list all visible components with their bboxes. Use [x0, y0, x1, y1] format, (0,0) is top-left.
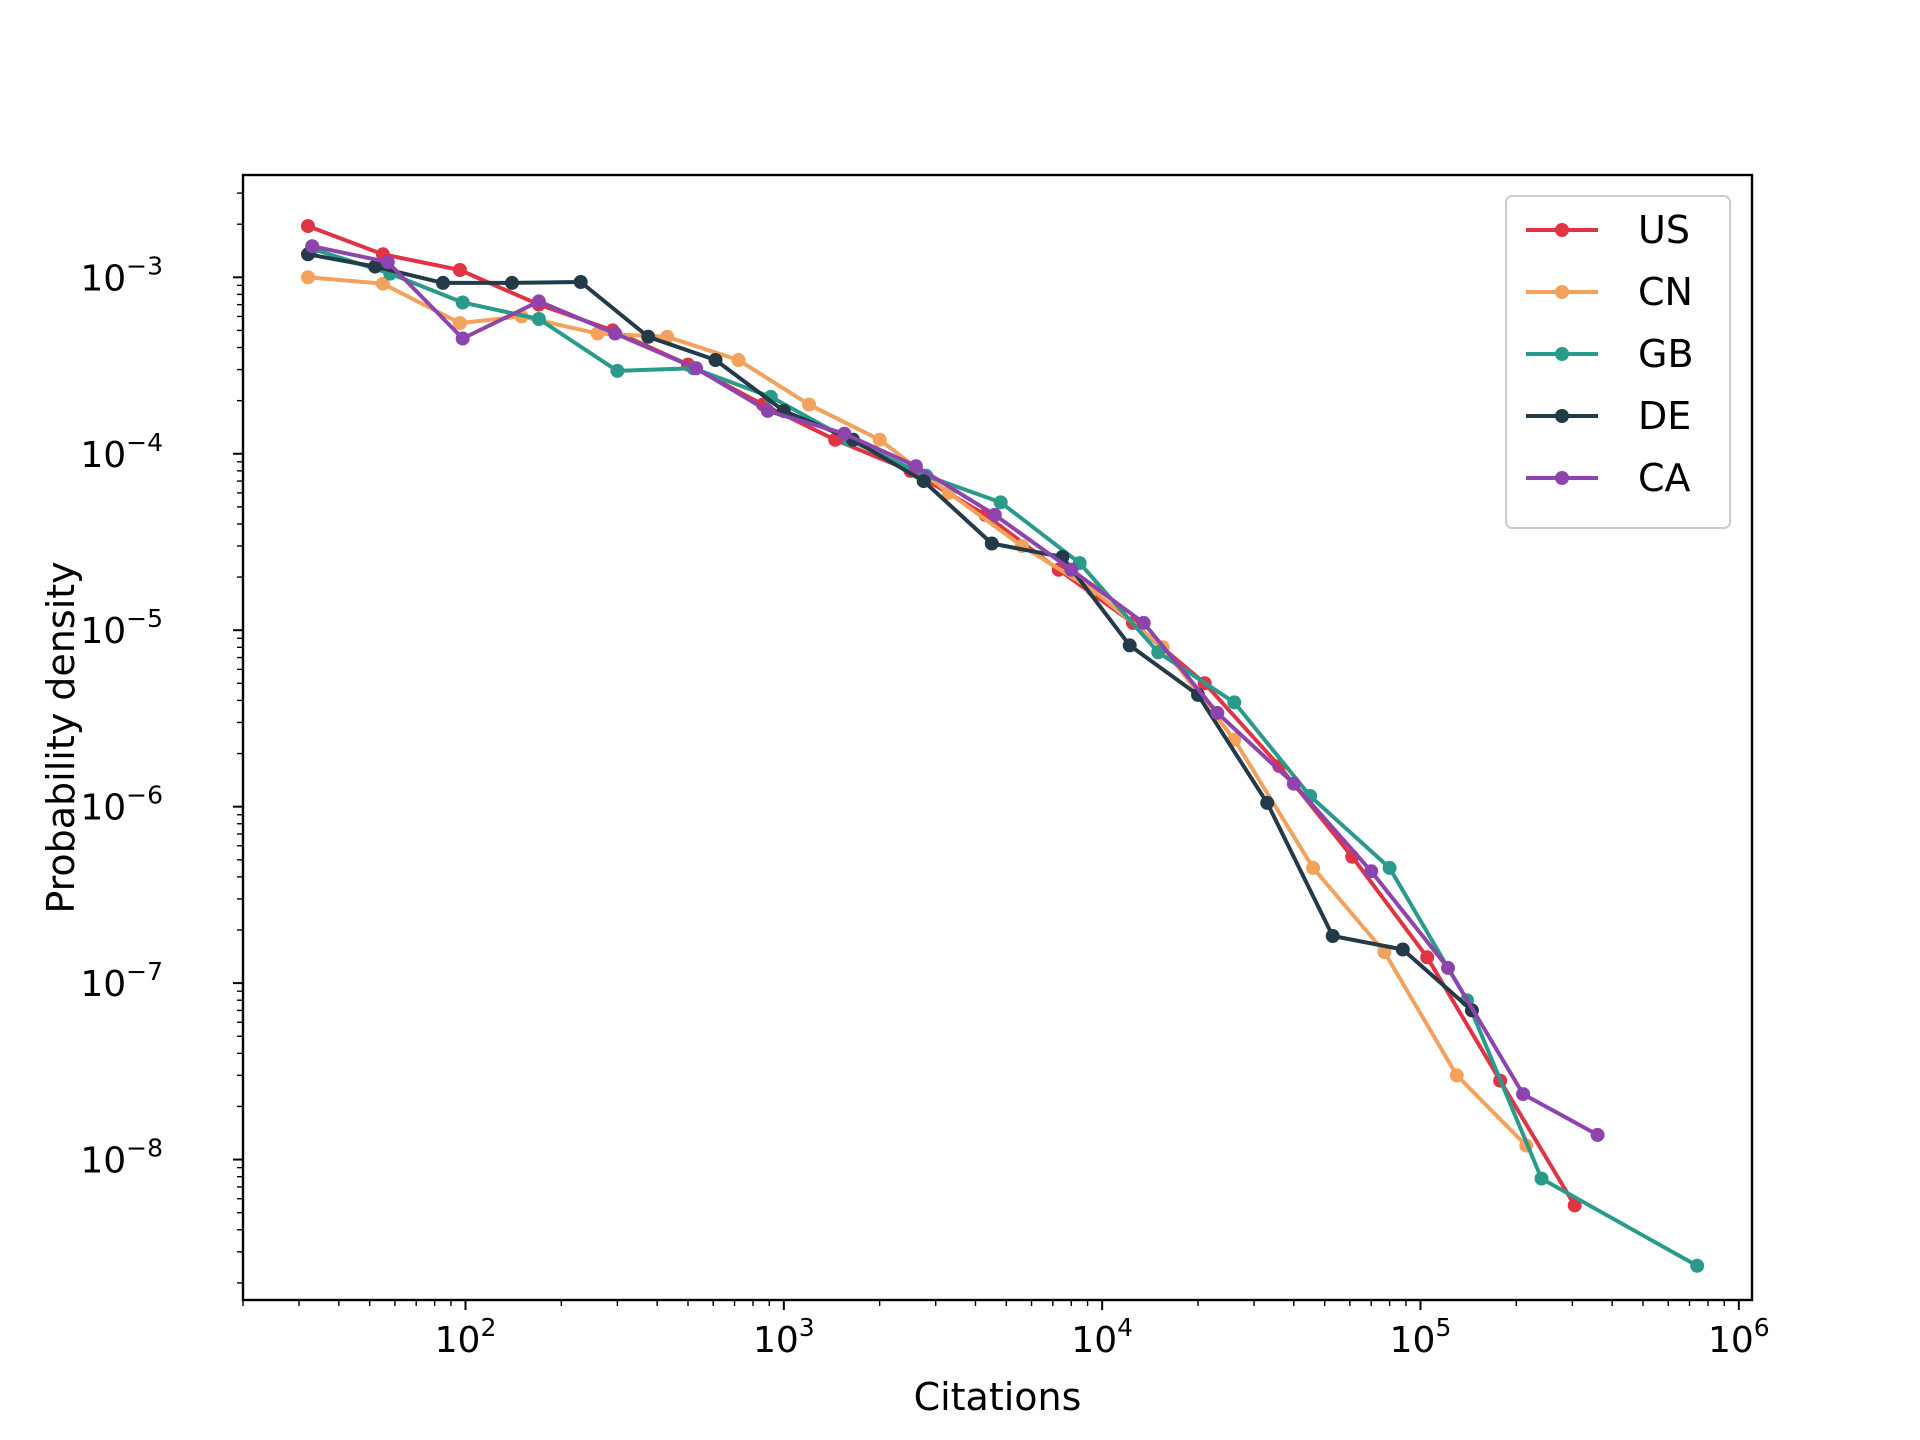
- legend-item: GB: [1526, 332, 1694, 376]
- series-layer: [301, 219, 1705, 1273]
- y-axis-title: Probability density: [39, 561, 83, 913]
- data-point: [993, 495, 1008, 510]
- data-point: [1227, 695, 1242, 710]
- data-point: [1064, 562, 1079, 577]
- x-tick-label: 104: [1071, 1313, 1133, 1361]
- data-point: [1534, 1171, 1549, 1186]
- legend-label: US: [1638, 208, 1690, 252]
- data-point: [531, 312, 546, 326]
- data-point: [837, 426, 852, 441]
- data-point: [760, 403, 775, 418]
- y-tick-label: 10−6: [80, 781, 163, 829]
- data-point: [301, 270, 315, 285]
- legend-item: DE: [1526, 394, 1691, 438]
- data-point: [1260, 795, 1275, 810]
- legend: US CN GB DE CA: [1505, 195, 1731, 529]
- series-ca: [305, 239, 1605, 1142]
- data-point: [380, 255, 395, 270]
- data-point: [305, 239, 320, 254]
- data-point: [375, 276, 390, 291]
- data-point: [916, 474, 931, 489]
- data-point: [708, 353, 723, 367]
- data-point: [608, 326, 623, 341]
- data-point: [1364, 864, 1379, 879]
- legend-marker: [1555, 223, 1569, 237]
- data-point: [1395, 942, 1410, 957]
- y-tick-label: 10−3: [80, 251, 163, 299]
- data-point: [1590, 1127, 1605, 1142]
- series-line: [311, 244, 1599, 1137]
- data-point: [590, 326, 605, 341]
- data-point: [1151, 645, 1166, 660]
- data-point: [1325, 929, 1340, 943]
- data-point: [1690, 1258, 1705, 1273]
- data-point: [368, 259, 383, 274]
- legend-item: CA: [1526, 456, 1691, 500]
- data-point: [573, 275, 588, 289]
- data-point: [1441, 960, 1455, 975]
- y-axis: 10−3 10−4 10−5 10−6 10−7 10−8: [80, 192, 243, 1284]
- x-axis: 102 103 104 105 106: [242, 1300, 1770, 1361]
- y-tick-label: 10−8: [80, 1134, 163, 1182]
- legend-label: DE: [1638, 394, 1691, 438]
- data-point: [1136, 615, 1151, 630]
- data-point: [505, 275, 519, 290]
- legend-item: US: [1526, 208, 1690, 252]
- series-line: [307, 252, 1474, 1012]
- y-tick-label: 10−7: [80, 957, 163, 1005]
- legend-marker: [1555, 471, 1569, 485]
- x-tick-label: 103: [753, 1313, 815, 1361]
- legend-box: [1505, 195, 1731, 529]
- data-point: [452, 263, 467, 277]
- x-tick-label: 106: [1708, 1313, 1770, 1361]
- y-tick-label: 10−4: [80, 428, 163, 476]
- legend-label: GB: [1638, 332, 1694, 376]
- data-point: [1122, 638, 1137, 653]
- data-point: [641, 329, 656, 344]
- x-tick-label: 102: [435, 1313, 497, 1361]
- data-point: [1210, 705, 1225, 720]
- data-point: [731, 353, 746, 367]
- series-line: [311, 246, 1699, 1268]
- data-point: [908, 459, 923, 474]
- data-point: [455, 331, 470, 346]
- data-point: [452, 316, 467, 331]
- data-point: [802, 397, 816, 412]
- data-point: [1382, 860, 1397, 875]
- data-point: [872, 432, 887, 447]
- data-point: [984, 536, 999, 551]
- data-point: [689, 361, 704, 376]
- data-point: [1286, 776, 1301, 791]
- plot-frame: [241, 173, 1754, 1302]
- data-point: [987, 507, 1002, 522]
- data-point: [1306, 860, 1321, 875]
- x-axis-title: Citations: [914, 1375, 1082, 1419]
- data-point: [301, 219, 315, 234]
- data-point: [1516, 1087, 1531, 1102]
- legend-label: CN: [1638, 270, 1693, 314]
- data-point: [455, 295, 470, 310]
- x-tick-label: 105: [1390, 1313, 1452, 1361]
- legend-item: CN: [1526, 270, 1693, 314]
- y-tick-label: 10−5: [80, 604, 163, 652]
- data-point: [610, 363, 625, 378]
- legend-label: CA: [1638, 456, 1691, 500]
- legend-marker: [1555, 347, 1569, 361]
- data-point: [1449, 1068, 1464, 1083]
- data-point: [1420, 950, 1435, 965]
- legend-marker: [1555, 409, 1569, 423]
- data-point: [436, 275, 450, 290]
- legend-marker: [1555, 285, 1569, 299]
- data-point: [531, 294, 546, 309]
- data-point: [1567, 1198, 1582, 1213]
